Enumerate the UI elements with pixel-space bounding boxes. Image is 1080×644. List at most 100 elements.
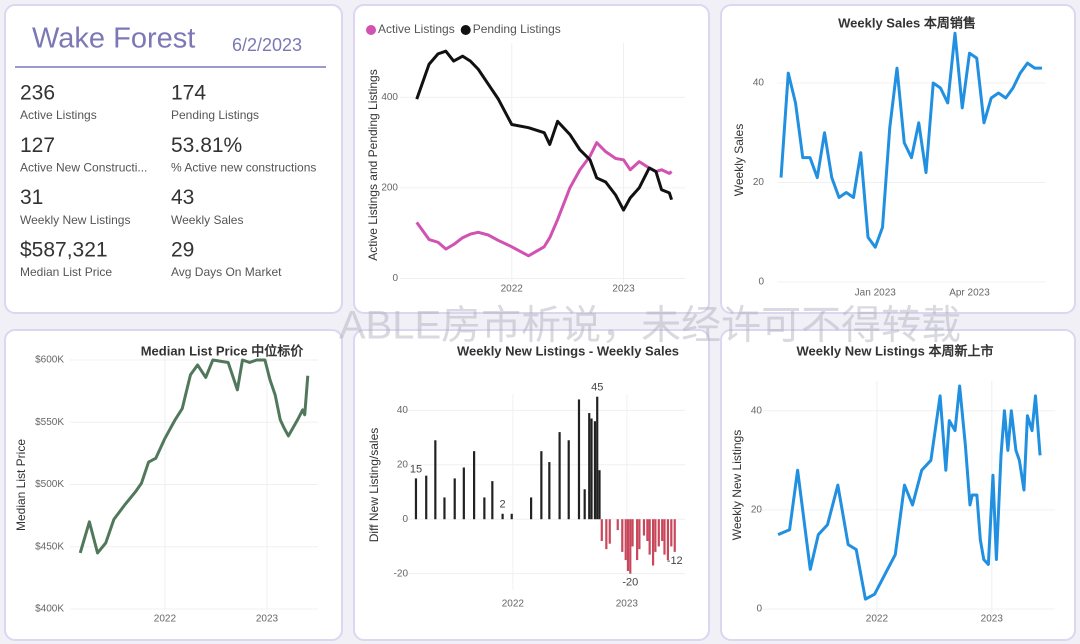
chart-title: Median List Price 中位标价 xyxy=(141,343,305,358)
card xyxy=(720,4,1076,314)
kpi-value: 29 xyxy=(171,238,194,261)
chart-title: Weekly New Listings 本周新上市 xyxy=(797,343,994,358)
bar xyxy=(648,519,651,555)
bar xyxy=(629,519,632,574)
bar xyxy=(473,451,476,520)
y-tick-label: 40 xyxy=(753,78,765,89)
y-tick-label: 20 xyxy=(397,459,409,470)
y-tick-label: 20 xyxy=(751,505,763,516)
y-tick-label: 200 xyxy=(381,183,398,194)
legend-marker xyxy=(460,25,471,35)
chart-title: Weekly New Listings - Weekly Sales xyxy=(457,343,679,358)
bar xyxy=(646,519,649,541)
line xyxy=(78,358,310,555)
chart: $400K $450K $500K $550K $600K 2022 2023 Median … xyxy=(14,343,318,625)
bar xyxy=(642,519,646,536)
bar xyxy=(483,497,486,520)
bar xyxy=(558,432,561,520)
header-date: 6/2/2023 xyxy=(232,35,302,55)
bar xyxy=(670,519,673,547)
kpi-label: Pending Listings xyxy=(171,108,259,122)
bar xyxy=(608,519,611,544)
y-tick-label: 0 xyxy=(758,277,764,288)
legend-marker xyxy=(366,25,376,35)
chart: 0 20 40 Jan 2023 Apr 2023 Weekly Sales 本周销售 We… xyxy=(732,15,1046,299)
y-tick-label: 0 xyxy=(402,514,408,525)
bar xyxy=(593,421,597,520)
y-axis-title: Active Listings and Pending Listings xyxy=(366,69,380,260)
bar xyxy=(605,519,608,550)
x-tick-label: 2023 xyxy=(256,614,279,625)
bar xyxy=(636,519,639,561)
y-tick-label: -20 xyxy=(394,568,409,579)
x-tick-label: 2022 xyxy=(501,284,524,295)
bar xyxy=(616,519,619,531)
data-label: -12 xyxy=(667,555,683,567)
y-tick-label: $500K xyxy=(35,479,64,490)
bar xyxy=(588,413,591,520)
bar xyxy=(414,478,418,520)
card xyxy=(4,329,343,641)
legend-label: Pending Listings xyxy=(473,22,561,36)
bar xyxy=(501,513,504,520)
legend-label: Active Listings xyxy=(378,22,455,36)
bar xyxy=(548,462,551,520)
y-tick-label: 0 xyxy=(392,273,398,284)
kpi-label: % Active new constructions xyxy=(171,160,316,174)
chart-title: Weekly Sales 本周销售 xyxy=(838,15,976,30)
bar xyxy=(425,475,428,520)
data-label: 45 xyxy=(591,382,603,394)
bar xyxy=(631,519,634,547)
line xyxy=(415,141,673,258)
y-tick-label: 400 xyxy=(381,92,398,103)
kpi-label: Median List Price xyxy=(20,265,112,279)
bar xyxy=(540,451,543,520)
bar xyxy=(443,497,446,520)
bar xyxy=(624,519,627,561)
chart: 0 200 400 2022 2023 Active Listings and Pendi… xyxy=(366,22,685,295)
kpi-value: 174 xyxy=(171,82,206,105)
header-title: Wake Forest xyxy=(32,23,195,55)
bar xyxy=(651,519,655,566)
bar xyxy=(567,440,570,520)
kpi-value: 127 xyxy=(20,134,55,157)
bar xyxy=(462,467,465,520)
bar xyxy=(626,519,630,571)
kpi-value: 31 xyxy=(20,186,43,209)
y-tick-label: $450K xyxy=(35,541,64,552)
bar xyxy=(530,497,533,520)
kpi-label: Weekly New Listings xyxy=(20,213,130,227)
bar xyxy=(583,489,586,520)
bar xyxy=(598,470,601,520)
kpi-value: 236 xyxy=(20,82,55,105)
y-axis-title: Median List Price xyxy=(14,439,28,531)
y-tick-label: 40 xyxy=(397,405,409,416)
chart: -20 0 20 40 2022 2023 Weekly New Listings - We… xyxy=(367,343,685,610)
bar xyxy=(654,519,657,552)
y-axis-title: Diff New Listing/sales xyxy=(367,428,381,543)
x-tick-label: Jan 2023 xyxy=(855,288,897,299)
kpi-grid: 236 Active Listings 174 Pending Listings 127… xyxy=(20,82,316,280)
line xyxy=(779,31,1042,249)
y-tick-label: $550K xyxy=(35,417,64,428)
bar xyxy=(577,399,581,520)
x-tick-label: 2023 xyxy=(616,599,639,610)
y-tick-label: $400K xyxy=(35,604,64,615)
kpi-value: 53.81% xyxy=(171,134,242,157)
card xyxy=(353,4,710,314)
bar xyxy=(596,396,599,520)
y-axis-title: Weekly New Listings xyxy=(730,430,744,540)
kpi-label: Active New Constructi... xyxy=(20,160,147,174)
y-axis-title: Weekly Sales xyxy=(732,124,746,196)
line xyxy=(415,49,674,212)
kpi-label: Active Listings xyxy=(20,108,97,122)
bar xyxy=(590,418,593,520)
y-tick-label: 0 xyxy=(756,604,762,615)
bar xyxy=(434,440,437,520)
y-tick-label: 40 xyxy=(751,405,763,416)
chart: 0 20 40 2022 2023 Weekly New Listings 本周新上市 We… xyxy=(730,343,1055,625)
bar xyxy=(453,478,456,520)
bar xyxy=(666,519,669,561)
